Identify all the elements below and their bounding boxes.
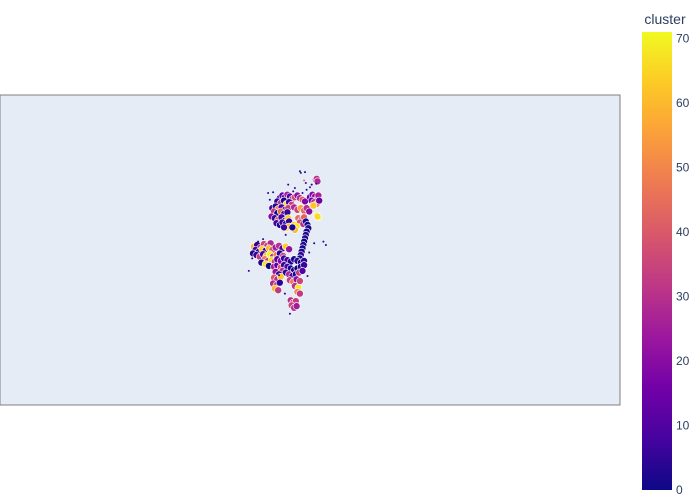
scatter-point (288, 312, 291, 315)
scatter-point (309, 186, 311, 189)
scatter-point (308, 251, 311, 254)
colorbar-tick-label: 10 (676, 418, 690, 432)
scatter-point (305, 188, 308, 191)
colorbar-tick-label: 50 (676, 160, 690, 174)
scatter-point (322, 240, 325, 243)
scatter-point (324, 244, 327, 246)
scatter-point (303, 179, 306, 182)
scatter-point (305, 207, 314, 216)
scatter-point (313, 242, 316, 245)
scatter-point (313, 212, 322, 221)
scatter-point (315, 196, 324, 205)
scatter-point (304, 171, 306, 174)
scatter-point (313, 177, 322, 186)
colorbar-tick-label: 60 (676, 96, 690, 110)
scatter-point (288, 223, 297, 232)
colorbar-tick-label: 0 (676, 483, 683, 497)
scatter-point (272, 191, 275, 194)
colorbar-ticks: 0 10 20 30 40 50 60 70 (676, 31, 690, 497)
scatter-point (292, 190, 295, 193)
scatter-point (283, 292, 286, 295)
scatter-point (262, 238, 265, 241)
scatter-point (280, 223, 288, 232)
scatter-point (267, 192, 270, 194)
scatter-point (284, 233, 287, 236)
scatter-point (293, 187, 296, 189)
scatter-point (278, 274, 280, 277)
scatter-point (257, 240, 260, 243)
scatter-point (274, 286, 283, 295)
scatter-point (296, 289, 304, 298)
map-frame (0, 94, 621, 406)
scatter-point (285, 245, 293, 253)
scatter-point (298, 267, 307, 275)
colorbar-tick-label: 30 (676, 289, 690, 303)
marker-layer (247, 170, 327, 315)
colorbar-tick-label: 20 (676, 354, 690, 368)
scatter-point (287, 183, 290, 186)
scatter-point (309, 201, 318, 210)
colorbar-tick-label: 70 (676, 31, 690, 45)
scatter-point (275, 278, 284, 287)
scatter-point (315, 182, 318, 185)
scatter-point (310, 183, 313, 186)
colorbar (642, 32, 672, 490)
colorbar-tick-label: 40 (676, 225, 690, 239)
scatter-point (304, 182, 307, 184)
scatter-point (247, 269, 250, 272)
scatter-point (301, 192, 304, 194)
scatter-point (268, 198, 271, 201)
scatter-point (251, 257, 254, 260)
scatter-point (299, 171, 302, 174)
scatter-point (298, 170, 301, 173)
colorbar-title: cluster (644, 11, 686, 27)
scatter-point (292, 302, 301, 310)
scatter-point (306, 275, 309, 277)
